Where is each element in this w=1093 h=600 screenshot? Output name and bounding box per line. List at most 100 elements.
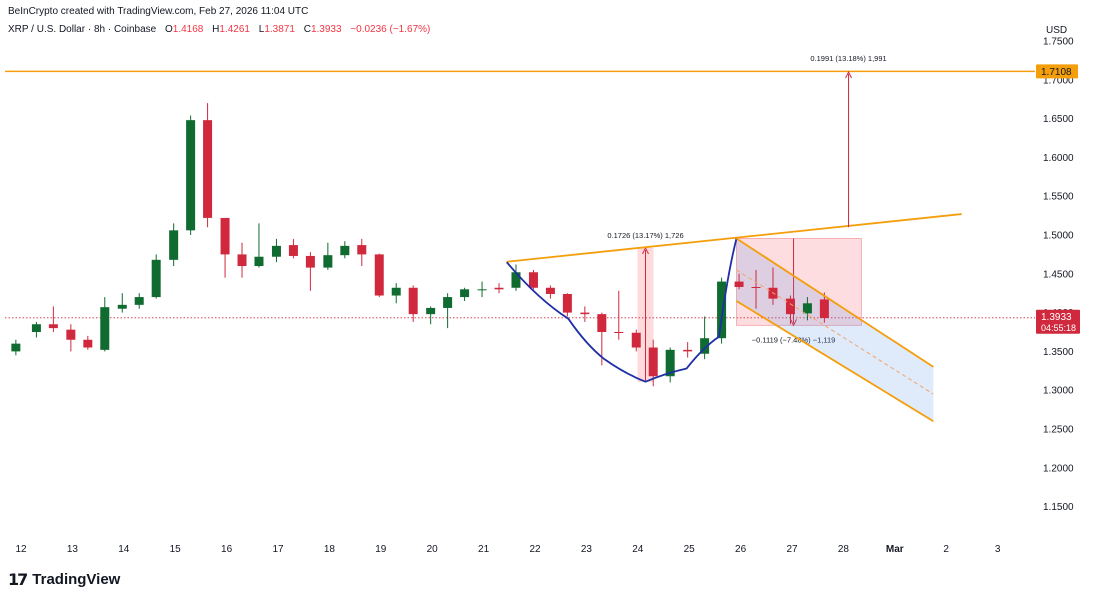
time-tick-label: 23 xyxy=(581,544,593,555)
candle-body xyxy=(426,307,436,315)
candle-body xyxy=(511,272,521,288)
candle xyxy=(357,238,367,267)
price-tick-label: 1.1500 xyxy=(1043,502,1074,513)
candle-body xyxy=(271,245,281,257)
candle xyxy=(734,273,744,290)
candle-body xyxy=(734,281,744,287)
candle xyxy=(323,242,333,270)
candle-body xyxy=(648,347,658,377)
candle-body xyxy=(11,343,21,352)
candle xyxy=(580,306,590,322)
time-tick-label: 20 xyxy=(427,544,439,555)
candle xyxy=(186,115,196,235)
time-tick-label: 24 xyxy=(632,544,644,555)
candle-body xyxy=(528,272,538,288)
candle xyxy=(83,335,93,350)
candle xyxy=(751,269,761,309)
candle xyxy=(254,223,264,268)
price-tick-label: 1.2000 xyxy=(1043,463,1074,474)
candle-body xyxy=(665,349,675,377)
current-price-label: 1.3933 xyxy=(1041,312,1072,323)
candle-body xyxy=(357,245,367,255)
candle-body xyxy=(340,245,350,256)
candle-body xyxy=(580,312,590,315)
symbol-legend: XRP / U.S. Dollar · 8h · Coinbase O1.416… xyxy=(8,24,430,35)
candle xyxy=(271,238,281,263)
low-label: L xyxy=(258,24,265,35)
measure-label-1: 0.1726 (13.17%) 1,726 xyxy=(607,231,683,240)
candle-body xyxy=(237,254,247,267)
candle xyxy=(117,293,127,313)
candle xyxy=(528,269,538,290)
tradingview-logo[interactable]: 17 TradingView xyxy=(8,570,120,589)
rising-trendline xyxy=(506,213,962,263)
current-price-badge xyxy=(1036,309,1080,334)
channel-lower-line xyxy=(736,300,934,423)
time-tick-label: 25 xyxy=(684,544,696,555)
high-value: 1.4261 xyxy=(219,24,250,35)
time-tick-label: 17 xyxy=(272,544,284,555)
candle-body xyxy=(151,259,161,298)
price-tick-label: 1.6000 xyxy=(1043,153,1074,164)
candle-body xyxy=(408,287,418,315)
time-tick-label: 13 xyxy=(67,544,79,555)
candle-body xyxy=(785,298,795,315)
candle xyxy=(494,283,504,294)
bar-countdown-label: 04:55:18 xyxy=(1041,323,1076,333)
candle-body xyxy=(220,217,230,255)
candle xyxy=(802,297,812,321)
candle xyxy=(819,292,829,323)
candle-body xyxy=(391,287,401,296)
candle xyxy=(305,252,315,291)
price-tick-label: 1.7000 xyxy=(1043,75,1074,86)
time-tick-label: 14 xyxy=(118,544,130,555)
candle-body xyxy=(203,120,213,218)
time-tick-label: Mar xyxy=(886,544,904,555)
candle xyxy=(717,277,727,344)
candles-layer xyxy=(11,103,829,387)
candle-body xyxy=(83,339,93,348)
high-label: H xyxy=(212,24,220,35)
price-tick-label: 1.6500 xyxy=(1043,114,1074,125)
candle xyxy=(48,306,58,332)
candle-body xyxy=(802,303,812,314)
candle-body xyxy=(66,329,76,340)
time-tick-label: 26 xyxy=(735,544,747,555)
candle xyxy=(614,290,624,340)
candle-body xyxy=(186,120,196,231)
candle-body xyxy=(117,304,127,309)
drawing-layer: 0.1991 (13.18%) 1,991 xyxy=(5,54,1035,423)
price-tick-label: 1.5500 xyxy=(1043,192,1074,203)
target-label: 0.1991 (13.18%) 1,991 xyxy=(810,54,886,63)
candle-body xyxy=(494,287,504,290)
candle xyxy=(785,295,795,325)
candle xyxy=(134,293,144,309)
close-label: C xyxy=(303,24,311,35)
candle xyxy=(237,242,247,278)
candle xyxy=(545,285,555,299)
target-arrowhead xyxy=(845,70,852,79)
candle-body xyxy=(323,255,333,268)
candle-body xyxy=(460,289,470,298)
time-tick-label: 28 xyxy=(838,544,850,555)
time-tick-label: 16 xyxy=(221,544,233,555)
change-value: −0.0236 (−1.67%) xyxy=(350,24,431,35)
candle-body xyxy=(169,230,179,260)
time-tick-label: 15 xyxy=(170,544,182,555)
candle-body xyxy=(305,255,315,268)
candle-body xyxy=(717,281,727,339)
candle xyxy=(288,238,298,259)
candle xyxy=(460,287,470,301)
candle xyxy=(631,329,641,352)
candle-body xyxy=(700,338,710,354)
candle-body xyxy=(631,332,641,348)
price-tick-label: 1.2500 xyxy=(1043,425,1074,436)
symbol-name: XRP / U.S. Dollar · 8h · Coinbase xyxy=(8,24,157,35)
candle-body xyxy=(545,287,555,294)
candle-body xyxy=(614,332,624,333)
overlay-layer: 0.1726 (13.17%) 1,726 −0.1119 (−7.48%) −1… xyxy=(607,231,934,422)
measure-label-2: −0.1119 (−7.48%) −1,119 xyxy=(752,335,836,344)
falling-channel-fill xyxy=(736,238,934,422)
candle xyxy=(665,347,675,383)
